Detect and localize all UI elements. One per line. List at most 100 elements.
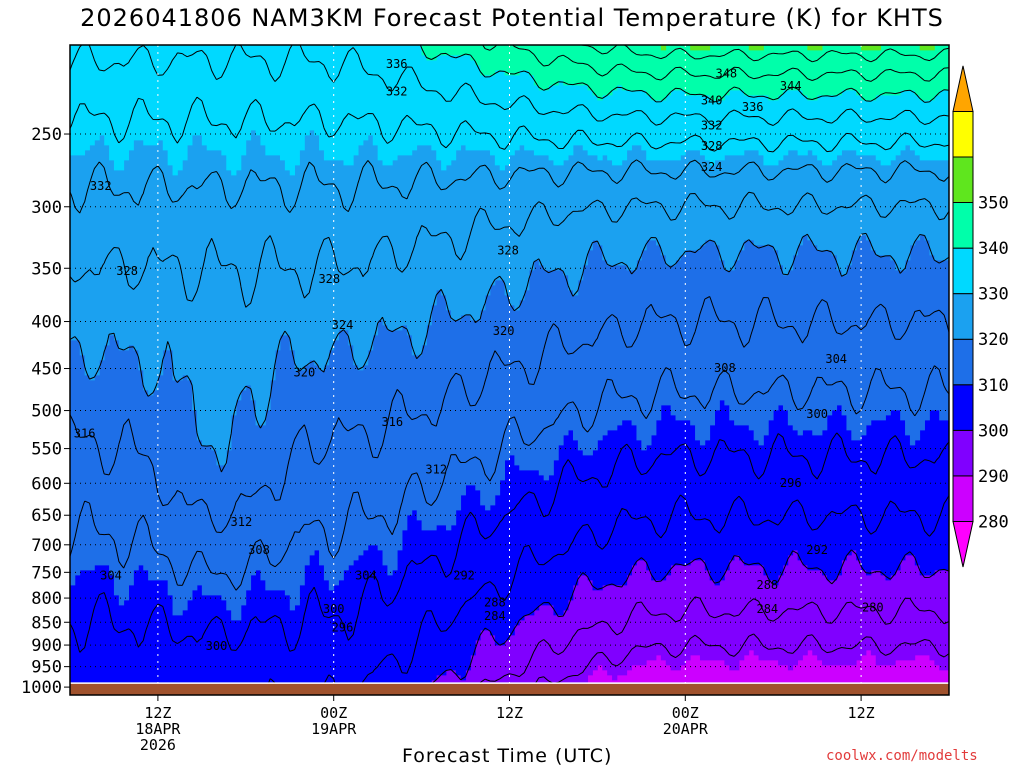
contour-label: 328 bbox=[497, 243, 519, 257]
colorbar-label: 310 bbox=[978, 376, 1009, 396]
chart-title: 2026041806 NAM3KM Forecast Potential Tem… bbox=[80, 4, 944, 32]
ground-layer bbox=[70, 682, 949, 695]
contour-line-320 bbox=[69, 232, 950, 473]
colorbar-segment bbox=[952, 293, 974, 340]
contour-line-340 bbox=[419, 44, 950, 103]
colorbar-label: 350 bbox=[978, 194, 1009, 214]
colorbar-segment bbox=[952, 338, 974, 386]
y-tick-label: 600 bbox=[31, 474, 62, 494]
x-tick-label: 18APR bbox=[135, 720, 181, 738]
contour-label: 340 bbox=[701, 93, 723, 107]
contour-line-292 bbox=[529, 633, 950, 696]
contour-label: 348 bbox=[715, 66, 737, 80]
colorbar-segment bbox=[952, 65, 974, 112]
contour-line-308 bbox=[69, 432, 950, 653]
x-tick-label: 20APR bbox=[663, 720, 709, 738]
colorbar-label: 290 bbox=[978, 467, 1009, 487]
contour-label: 320 bbox=[294, 365, 316, 379]
x-tick-label: 00Z bbox=[672, 704, 699, 722]
contour-label: 328 bbox=[318, 272, 340, 286]
contour-band-4 bbox=[70, 235, 950, 621]
contour-line-336 bbox=[69, 44, 950, 127]
y-tick-label: 500 bbox=[31, 402, 62, 422]
contour-label: 292 bbox=[806, 543, 828, 557]
contour-line-328 bbox=[69, 159, 950, 214]
colorbar-segment bbox=[952, 110, 974, 158]
colorbar-segment bbox=[952, 156, 974, 204]
contour-label: 344 bbox=[780, 79, 802, 93]
contour-line-332 bbox=[69, 96, 950, 153]
contour-line-344 bbox=[482, 44, 950, 82]
contour-label: 308 bbox=[248, 543, 270, 557]
contour-label: 296 bbox=[780, 476, 802, 490]
contour-label: 288 bbox=[484, 596, 506, 610]
contour-labels: 336 332 348 344 340 336 332 328 324 332 328 328 328 3… bbox=[74, 57, 884, 653]
contour-label: 312 bbox=[231, 515, 253, 529]
y-tick-label: 1000 bbox=[21, 678, 62, 698]
contour-band-6 bbox=[70, 45, 950, 176]
contour-label: 304 bbox=[825, 352, 847, 366]
contour-label: 312 bbox=[425, 462, 447, 476]
contour-label: 336 bbox=[386, 57, 408, 71]
contour-label: 304 bbox=[355, 569, 377, 583]
contour-label: 284 bbox=[756, 602, 778, 616]
contour-label: 316 bbox=[74, 426, 96, 440]
contour-label: 332 bbox=[90, 179, 112, 193]
colorbar-label: 280 bbox=[978, 512, 1009, 532]
contour-band-3 bbox=[70, 400, 950, 696]
contour-lines bbox=[69, 44, 950, 696]
x-tick-label: 12Z bbox=[144, 704, 171, 722]
contour-line-324 bbox=[69, 191, 950, 308]
contour-label: 328 bbox=[701, 139, 723, 153]
contour-label: 320 bbox=[493, 324, 515, 338]
contour-label: 328 bbox=[116, 264, 138, 278]
contour-label: 332 bbox=[701, 118, 723, 132]
y-tick-label: 250 bbox=[31, 125, 62, 145]
y-tick-label: 400 bbox=[31, 313, 62, 333]
contour-label: 304 bbox=[100, 569, 122, 583]
contour-label: 308 bbox=[714, 361, 736, 375]
colorbar-label: 340 bbox=[978, 239, 1009, 259]
contour-line-304 bbox=[111, 494, 950, 696]
contour-label: 316 bbox=[381, 415, 403, 429]
x-tick-label: 2026 bbox=[140, 736, 176, 754]
y-tick-label: 450 bbox=[31, 360, 62, 380]
colorbar-segment bbox=[952, 384, 974, 431]
contour-band-8 bbox=[660, 45, 935, 51]
colorbar-label: 320 bbox=[978, 330, 1009, 350]
ground-fill bbox=[70, 683, 949, 695]
contour-label: 288 bbox=[756, 578, 778, 592]
contour-label: 280 bbox=[862, 600, 884, 614]
colorbar-segment bbox=[952, 247, 974, 295]
contour-label: 324 bbox=[332, 318, 354, 332]
contour-label: 332 bbox=[386, 84, 408, 98]
colorbar-segment bbox=[952, 429, 974, 477]
contour-label: 292 bbox=[453, 569, 475, 583]
colorbar-segment bbox=[952, 202, 974, 249]
x-axis-label: Forecast Time (UTC) bbox=[402, 745, 613, 767]
colorbar-segment bbox=[952, 475, 974, 522]
y-tick-label: 350 bbox=[31, 259, 62, 279]
x-tick-label: 12Z bbox=[496, 704, 523, 722]
colorbar-segment bbox=[952, 520, 974, 568]
colorbar-label: 330 bbox=[978, 285, 1009, 305]
plot-axes: 250 300 350 400 450 500 550 600 650 700 750 800 850 9… bbox=[21, 44, 950, 754]
x-tick-label: 12Z bbox=[848, 704, 875, 722]
credit-link[interactable]: coolwx.com/modelts bbox=[826, 748, 978, 764]
y-tick-label: 950 bbox=[31, 658, 62, 678]
contour-label: 300 bbox=[323, 602, 345, 616]
y-tick-label: 850 bbox=[31, 613, 62, 633]
y-tick-label: 550 bbox=[31, 440, 62, 460]
contour-label: 324 bbox=[701, 160, 723, 174]
contour-label: 284 bbox=[484, 609, 506, 623]
contour-line-300 bbox=[419, 549, 950, 696]
contour-label: 300 bbox=[806, 407, 828, 421]
contour-label: 336 bbox=[742, 100, 764, 114]
y-tick-label: 650 bbox=[31, 506, 62, 526]
colorbar-label: 300 bbox=[978, 421, 1009, 441]
y-tick-label: 700 bbox=[31, 536, 62, 556]
color-scale-bar: 280 290 300 310 320 330 340 350 bbox=[952, 65, 1009, 568]
filled-contour-bands bbox=[70, 45, 950, 696]
contour-line-296 bbox=[474, 596, 950, 696]
